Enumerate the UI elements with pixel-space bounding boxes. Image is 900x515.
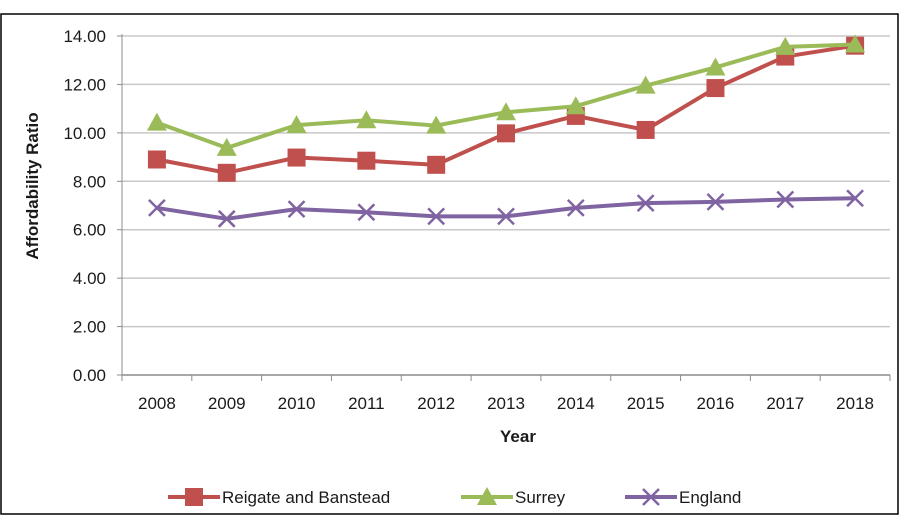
data-point-surrey <box>565 96 586 115</box>
series-england <box>148 189 864 228</box>
data-point-surrey <box>496 102 516 121</box>
data-point-england <box>566 199 585 217</box>
data-point-surrey <box>775 36 796 55</box>
data-point-england <box>636 194 655 212</box>
data-point-england <box>357 203 376 222</box>
data-point-reigate-and-banstead <box>287 148 306 167</box>
cross-stroke <box>642 488 660 506</box>
cross-stroke <box>427 207 446 226</box>
x-axis-title: Year <box>500 427 536 446</box>
cross-stroke <box>846 189 864 208</box>
x-tick-labels: 2008 2009 2010 2011 2012 2013 2014 2015 2016 2017… <box>138 394 874 413</box>
data-point-reigate-and-banstead <box>706 79 725 98</box>
x-tick-label: 2013 <box>487 394 525 413</box>
cross-stroke <box>566 199 585 217</box>
y-tick-label: 0.00 <box>73 366 106 385</box>
data-point-england <box>217 209 236 228</box>
legend: Reigate and Banstead Surrey England <box>168 487 741 507</box>
data-point-surrey <box>286 115 307 134</box>
data-point-reigate-and-banstead <box>357 151 376 170</box>
cross-stroke <box>636 194 655 212</box>
data-point-surrey <box>635 75 656 94</box>
series-surrey <box>146 34 866 156</box>
data-point-england <box>846 189 864 208</box>
x-tick-label: 2017 <box>766 394 804 413</box>
data-point-england <box>776 190 795 209</box>
y-tick-label: 8.00 <box>73 172 106 191</box>
legend-marker <box>477 487 497 505</box>
data-point-surrey <box>146 112 167 131</box>
data-point-england <box>706 192 725 211</box>
cross-stroke <box>148 199 166 217</box>
x-tick-label: 2014 <box>557 394 595 413</box>
data-point-surrey <box>426 115 447 134</box>
x-tick-label: 2010 <box>278 394 316 413</box>
legend-item-reigate-and-banstead: Reigate and Banstead <box>168 488 390 507</box>
x-tick-label: 2009 <box>208 394 246 413</box>
x-tick-label: 2008 <box>138 394 176 413</box>
y-tick-labels: 0.00 2.00 4.00 6.00 8.00 10.00 12.00 14.00 <box>63 27 106 385</box>
legend-item-surrey: Surrey <box>461 487 566 507</box>
data-point-reigate-and-banstead <box>497 124 515 143</box>
data-point-reigate-and-banstead <box>217 163 236 182</box>
x-tick-label: 2016 <box>697 394 735 413</box>
data-point-reigate-and-banstead <box>147 150 166 169</box>
axes <box>117 34 891 381</box>
x-tick-label: 2011 <box>348 394 385 413</box>
cross-stroke <box>217 209 236 228</box>
y-tick-label: 14.00 <box>63 27 106 46</box>
legend-marker <box>642 488 660 506</box>
data-point-reigate-and-banstead <box>427 155 446 174</box>
x-tick-label: 2012 <box>417 394 455 413</box>
cross-stroke <box>357 203 376 222</box>
data-point-surrey <box>216 137 237 156</box>
data-point-surrey <box>705 57 726 76</box>
y-tick-label: 12.00 <box>63 75 106 94</box>
legend-item-england: England <box>625 488 741 507</box>
data-point-england <box>148 199 166 217</box>
y-tick-label: 6.00 <box>73 221 106 240</box>
chart-border <box>0 13 899 515</box>
x-tick-label: 2015 <box>627 394 665 413</box>
cross-stroke <box>776 190 795 209</box>
legend-label: England <box>679 488 741 507</box>
series-layer <box>146 34 866 228</box>
y-tick-label: 2.00 <box>73 318 106 337</box>
data-point-england <box>497 207 515 226</box>
cross-stroke <box>706 192 725 211</box>
y-tick-label: 4.00 <box>73 269 106 288</box>
data-point-surrey <box>356 110 377 129</box>
data-point-reigate-and-banstead <box>636 120 655 139</box>
data-point-england <box>427 207 446 226</box>
cross-stroke <box>287 200 306 219</box>
legend-label: Surrey <box>515 488 566 507</box>
cross-stroke <box>497 207 515 226</box>
legend-marker <box>185 488 203 506</box>
y-tick-label: 10.00 <box>63 124 106 143</box>
legend-label: Reigate and Banstead <box>222 488 390 507</box>
data-point-england <box>287 200 306 219</box>
x-tick-label: 2018 <box>836 394 874 413</box>
y-axis-title: Affordability Ratio <box>23 112 42 259</box>
data-point-surrey <box>845 34 866 53</box>
